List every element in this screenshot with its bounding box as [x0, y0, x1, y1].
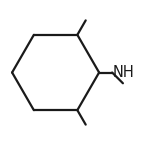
- Text: NH: NH: [113, 65, 135, 80]
